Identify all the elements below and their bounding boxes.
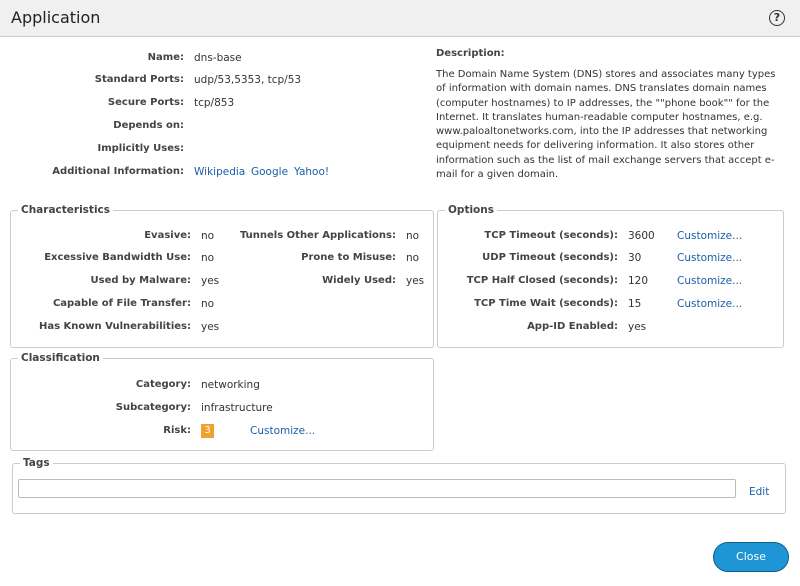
field-value: no: [406, 252, 420, 264]
field-value: yes: [628, 321, 647, 333]
field-value: dns-base: [194, 52, 242, 64]
field-label: Capable of File Transfer:: [52, 298, 191, 309]
field-label: Category:: [135, 379, 191, 390]
field-label: Tunnels Other Applications:: [239, 230, 396, 241]
field-value: yes: [201, 321, 220, 333]
field-label: Risk:: [163, 425, 191, 436]
tags-title: Tags: [20, 456, 53, 470]
field-label: Depends on:: [113, 120, 184, 131]
field-label: Implicitly Uses:: [97, 143, 184, 154]
classification-box: [10, 358, 434, 451]
field-label: App-ID Enabled:: [527, 321, 618, 332]
field-label: Prone to Misuse:: [301, 252, 396, 263]
description-label: Description:: [436, 48, 505, 59]
customize-link[interactable]: Customize...: [677, 230, 743, 242]
info-link[interactable]: Wikipedia: [194, 166, 246, 178]
tags-input[interactable]: [18, 479, 736, 498]
field-label: Standard Ports:: [94, 74, 184, 85]
field-label: TCP Half Closed (seconds):: [466, 275, 618, 286]
header: [0, 0, 800, 37]
field-value: no: [201, 230, 215, 242]
characteristics-box: [10, 210, 434, 348]
options-box: [437, 210, 784, 348]
description-text: The Domain Name System (DNS) stores and …: [436, 69, 776, 181]
tags-edit-link[interactable]: Edit: [749, 486, 770, 498]
dialog-title: Application: [11, 8, 101, 27]
field-label: UDP Timeout (seconds):: [482, 252, 618, 263]
field-label: Used by Malware:: [90, 275, 191, 286]
field-label: Additional Information:: [52, 166, 184, 177]
classification-title: Classification: [18, 351, 103, 365]
field-value: 30: [628, 252, 642, 264]
close-button[interactable]: Close: [713, 542, 789, 572]
field-label: Subcategory:: [115, 402, 191, 413]
customize-link[interactable]: Customize...: [677, 298, 743, 310]
field-value: yes: [201, 275, 220, 287]
options-title: Options: [445, 203, 497, 217]
field-label: Widely Used:: [322, 275, 396, 286]
field-value: 3600: [628, 230, 655, 242]
field-value: tcp/853: [194, 97, 235, 109]
field-value: networking: [201, 379, 260, 391]
customize-link[interactable]: Customize...: [677, 275, 743, 287]
customize-link[interactable]: Customize...: [250, 425, 316, 437]
field-label: Secure Ports:: [107, 97, 184, 108]
characteristics-title: Characteristics: [18, 203, 114, 217]
field-value: no: [406, 230, 420, 242]
field-value: yes: [406, 275, 425, 287]
field-value: 15: [628, 298, 642, 310]
field-value: no: [201, 298, 215, 310]
field-label: TCP Timeout (seconds):: [484, 230, 618, 241]
field-label: Has Known Vulnerabilities:: [38, 321, 191, 332]
tags-box: [12, 463, 786, 514]
field-value: no: [201, 252, 215, 264]
info-link[interactable]: Yahoo!: [294, 166, 330, 178]
field-label: Evasive:: [144, 230, 191, 241]
field-value: infrastructure: [201, 402, 273, 414]
risk-badge: 3: [201, 424, 214, 438]
info-link[interactable]: Google: [251, 166, 289, 178]
field-label: Excessive Bandwidth Use:: [44, 252, 191, 263]
field-label: Name:: [147, 52, 184, 63]
field-value: 120: [628, 275, 649, 287]
help-button[interactable]: ?: [769, 10, 785, 26]
field-value: udp/53,5353, tcp/53: [194, 74, 302, 86]
customize-link[interactable]: Customize...: [677, 252, 743, 264]
field-label: TCP Time Wait (seconds):: [474, 298, 618, 309]
